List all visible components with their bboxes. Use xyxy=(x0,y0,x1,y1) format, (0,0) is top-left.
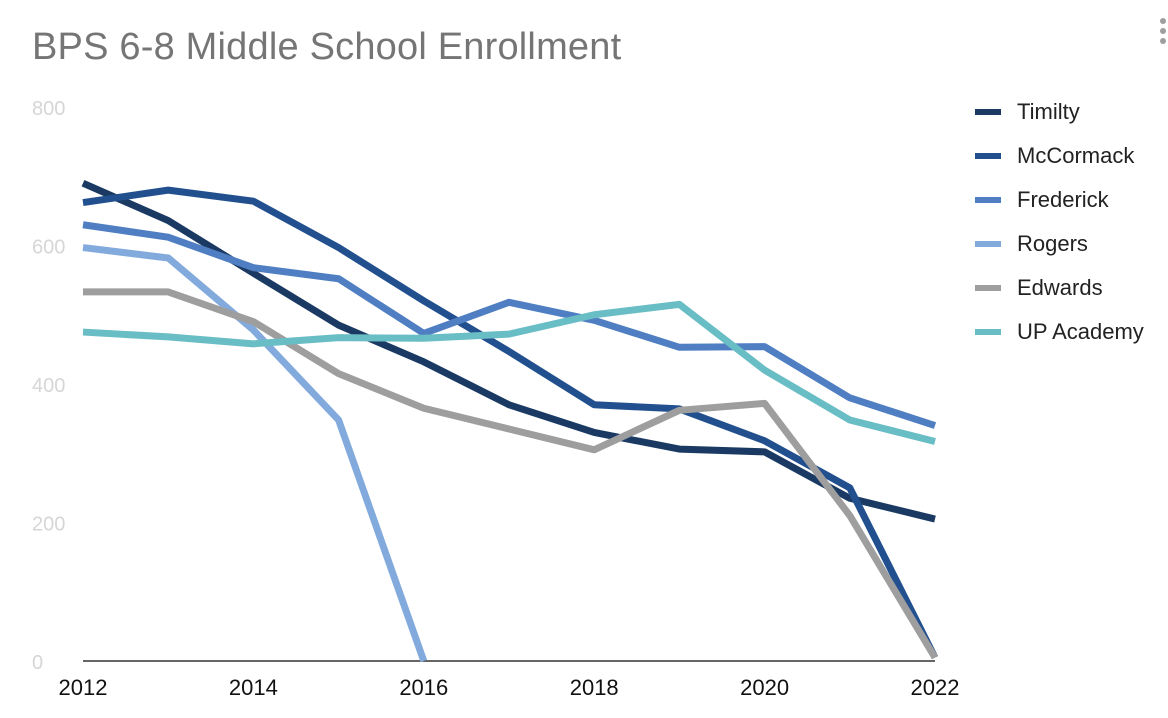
legend: Timilty McCormack Frederick Rogers Edwards UP… xyxy=(975,90,1144,354)
x-axis-ticks: 2012 2014 2016 2018 2020 2022 xyxy=(59,675,960,700)
legend-label: Edwards xyxy=(1017,275,1103,300)
legend-swatch xyxy=(975,285,1001,291)
chart-title: BPS 6-8 Middle School Enrollment xyxy=(32,26,622,68)
more-options-icon[interactable] xyxy=(1158,18,1168,46)
legend-swatch xyxy=(975,197,1001,203)
y-tick-label: 0 xyxy=(32,652,43,674)
legend-swatch xyxy=(975,329,1001,335)
series-line-frederick xyxy=(82,221,937,429)
legend-label: Rogers xyxy=(1017,231,1088,256)
legend-swatch xyxy=(975,109,1001,115)
x-tick-label: 2018 xyxy=(570,675,619,700)
series-line-rogers xyxy=(82,244,428,663)
legend-item: Frederick xyxy=(975,178,1144,222)
legend-swatch xyxy=(975,153,1001,159)
series-lines xyxy=(81,179,939,663)
x-tick-label: 2020 xyxy=(740,675,789,700)
y-tick-label: 800 xyxy=(32,98,65,120)
legend-item: Rogers xyxy=(975,222,1144,266)
x-tick-label: 2012 xyxy=(59,675,108,700)
legend-swatch xyxy=(975,241,1001,247)
x-tick-label: 2014 xyxy=(229,675,278,700)
legend-label: Frederick xyxy=(1017,187,1109,212)
legend-label: Timilty xyxy=(1017,99,1080,124)
y-axis-ticks: 0 200 400 600 800 xyxy=(32,98,65,674)
x-tick-label: 2022 xyxy=(911,675,960,700)
series-line-mccormack xyxy=(82,186,939,660)
legend-item: McCormack xyxy=(975,134,1144,178)
legend-item: Timilty xyxy=(975,90,1144,134)
legend-label: UP Academy xyxy=(1017,319,1144,344)
legend-label: McCormack xyxy=(1017,143,1135,168)
legend-item: UP Academy xyxy=(975,310,1144,354)
x-tick-label: 2016 xyxy=(399,675,448,700)
series-line-edwards xyxy=(83,288,939,660)
legend-item: Edwards xyxy=(975,266,1144,310)
y-tick-label: 400 xyxy=(32,375,65,397)
y-tick-label: 600 xyxy=(32,237,65,259)
series-line-up-academy xyxy=(82,300,936,445)
y-tick-label: 200 xyxy=(32,514,65,536)
